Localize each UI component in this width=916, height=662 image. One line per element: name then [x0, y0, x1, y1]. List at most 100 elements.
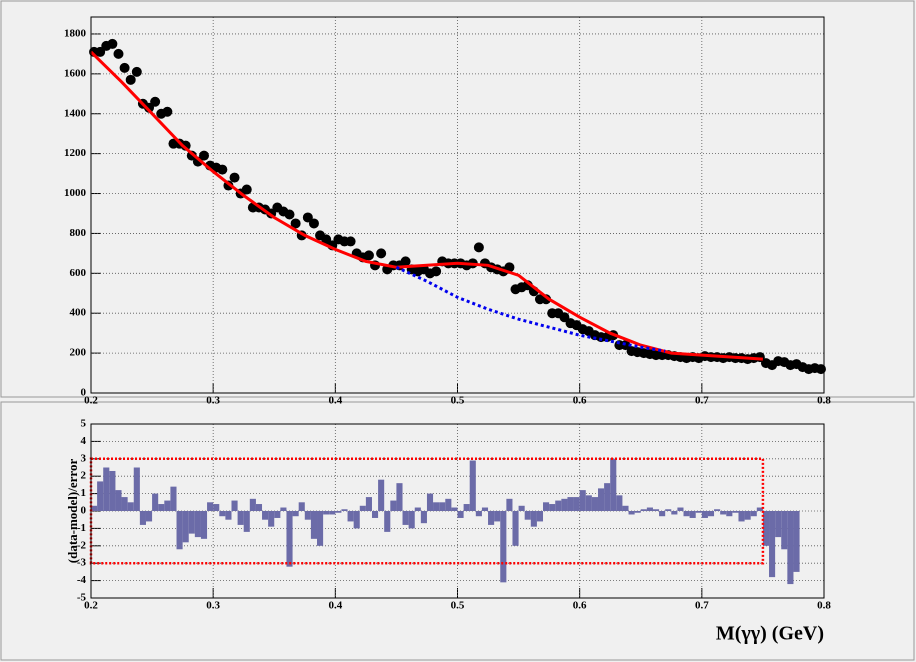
x-tick-label: 0.6	[573, 395, 587, 407]
bar	[714, 509, 721, 511]
bar	[182, 511, 189, 543]
bar	[402, 511, 409, 525]
bar	[750, 511, 757, 517]
y-tick-label: 3	[81, 452, 87, 464]
data-point	[284, 209, 295, 220]
data-point	[473, 242, 484, 253]
bar	[756, 507, 763, 511]
bar	[445, 498, 452, 511]
data-point	[119, 62, 130, 73]
bar	[573, 497, 580, 511]
data-point	[376, 248, 387, 259]
x-tick-label: 0.4	[328, 600, 342, 612]
bar	[555, 500, 562, 511]
bar	[536, 511, 544, 522]
y-tick-label: 0	[81, 387, 87, 399]
y-tick-label: -3	[77, 557, 87, 569]
bar	[720, 511, 727, 515]
bar	[726, 511, 733, 517]
bar	[188, 511, 195, 534]
bar	[494, 511, 501, 522]
x-tick-label: 0.7	[695, 395, 709, 407]
x-tick-label: 0.8	[817, 395, 831, 407]
bar	[579, 490, 586, 511]
bar	[145, 511, 153, 522]
bar	[518, 505, 525, 511]
y-tick-label: 1200	[64, 147, 87, 159]
bar	[506, 498, 513, 511]
y-tick-label: 1600	[64, 67, 87, 79]
x-tick-label: 0.3	[206, 395, 220, 407]
bar	[561, 498, 568, 511]
data-point	[559, 312, 570, 323]
data-point	[125, 74, 136, 85]
bar	[286, 511, 293, 567]
data-point	[144, 102, 155, 113]
x-axis-title: M(γγ) (GeV)	[716, 623, 824, 645]
y-tick-label: 400	[70, 307, 87, 319]
x-tick-label: 0.2	[84, 600, 98, 612]
bar	[268, 511, 275, 527]
bar	[762, 511, 770, 546]
bar	[103, 467, 110, 511]
bar	[488, 511, 495, 525]
plot-area	[91, 17, 824, 393]
bar	[207, 502, 214, 511]
bar	[677, 507, 684, 511]
bar	[689, 511, 696, 518]
bar	[280, 507, 287, 511]
data-point	[241, 184, 252, 195]
bar	[91, 505, 98, 511]
data-point	[131, 66, 142, 77]
y-tick-label: -4	[77, 574, 87, 586]
bar	[616, 495, 623, 511]
bar	[133, 467, 140, 511]
bar	[775, 511, 782, 538]
bar	[115, 490, 122, 511]
bar	[549, 504, 556, 511]
bar	[665, 509, 672, 511]
bar	[109, 470, 116, 511]
data-point	[217, 164, 228, 175]
bar	[793, 511, 800, 572]
bar	[139, 511, 146, 525]
bar	[200, 511, 208, 539]
bar	[695, 511, 702, 513]
plot-frame	[90, 423, 825, 599]
bar	[524, 511, 531, 520]
x-tick-label: 0.7	[695, 600, 709, 612]
bar	[164, 500, 171, 511]
bar	[292, 511, 299, 517]
bar	[481, 507, 489, 511]
bar	[371, 511, 379, 518]
bar	[634, 511, 641, 513]
x-tick-label: 0.2	[84, 395, 98, 407]
bar	[359, 505, 366, 511]
y-tick-label: 5	[81, 418, 87, 430]
data-point	[302, 212, 313, 223]
bar	[707, 511, 715, 517]
bar	[610, 458, 617, 511]
bar	[237, 511, 244, 525]
bar	[304, 511, 311, 520]
data-point	[400, 256, 411, 267]
y-tick-label: 4	[81, 435, 87, 447]
bar	[365, 497, 372, 511]
bar	[659, 511, 666, 517]
data-point	[431, 266, 442, 277]
y-tick-label: -2	[77, 539, 87, 551]
bar	[769, 511, 776, 578]
bar	[732, 511, 739, 513]
bar	[347, 511, 354, 522]
data-point	[199, 150, 210, 161]
data-point	[95, 46, 106, 57]
y-tick-label: 800	[70, 227, 87, 239]
data-point	[180, 140, 191, 151]
data-point	[815, 364, 826, 375]
y-tick-label: -5	[77, 592, 87, 604]
bar	[390, 500, 397, 511]
bar	[457, 511, 464, 518]
data-point	[345, 236, 356, 247]
bar	[97, 481, 104, 511]
bar	[396, 483, 403, 511]
